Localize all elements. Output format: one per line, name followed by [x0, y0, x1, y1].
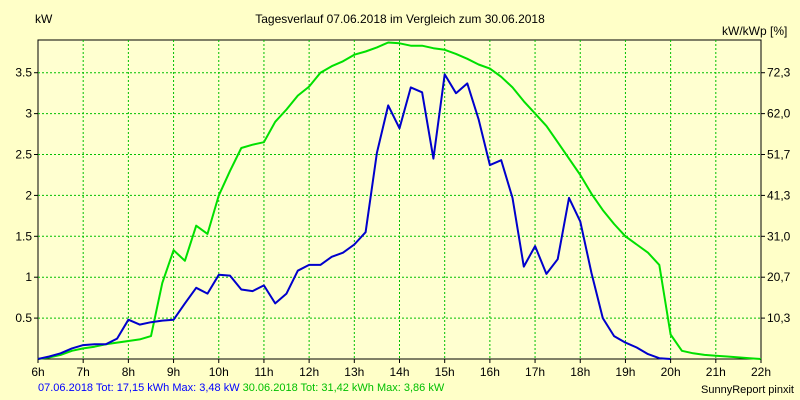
y-axis-label-right: kW/kWp [%] [722, 24, 787, 38]
tick-layer: 6h 7h 8h 9h 10h 11h 12h 13h 14h 15h 16h 17h 18h 19h 20… [15, 66, 790, 379]
y-tick-label-left: 1.5 [15, 229, 32, 243]
series-line-07.06.2018 [37, 73, 671, 360]
x-tick-label: 6h [31, 365, 44, 379]
y-tick-label-left: 2.5 [15, 148, 32, 162]
grid-layer [38, 40, 761, 359]
y-tick-label-right: 62,0 [767, 107, 791, 121]
y-tick-label-left: 0.5 [15, 311, 32, 325]
y-tick-label-left: 3.5 [15, 66, 32, 80]
x-tick-label: 15h [435, 365, 455, 379]
x-tick-label: 20h [661, 365, 681, 379]
y-tick-label-left: 1 [25, 270, 32, 284]
y-axis-label-left: kW [35, 12, 53, 26]
x-tick-label: 9h [167, 365, 180, 379]
y-tick-label-right: 31,0 [767, 229, 791, 243]
chart-title: Tagesverlauf 07.06.2018 im Vergleich zum… [255, 12, 545, 26]
x-tick-label: 21h [706, 365, 726, 379]
y-tick-label-right: 72,3 [767, 66, 791, 80]
brand-label: SunnyReport pinxit [701, 384, 794, 396]
series2-summary: 30.06.2018 Tot: 31,42 kWh Max: 3,86 kW [242, 382, 445, 394]
x-tick-label: 18h [570, 365, 590, 379]
y-tick-label-right: 10,3 [767, 311, 791, 325]
y-tick-label-right: 20,7 [767, 270, 791, 284]
y-tick-label-left: 2 [25, 188, 32, 202]
plot-area [37, 39, 762, 360]
x-tick-label: 13h [344, 365, 364, 379]
series-layer [37, 41, 762, 360]
x-tick-label: 14h [389, 365, 409, 379]
x-tick-label: 19h [615, 365, 635, 379]
series-line-30.06.2018 [37, 41, 762, 360]
x-tick-label: 10h [209, 365, 229, 379]
x-tick-label: 16h [480, 365, 500, 379]
footer-summary: 07.06.2018 Tot: 17,15 kWh Max: 3,48 kW 3… [38, 382, 444, 394]
series1-summary: 07.06.2018 Tot: 17,15 kWh Max: 3,48 kW [38, 382, 240, 394]
x-tick-label: 8h [122, 365, 135, 379]
x-tick-label: 12h [299, 365, 319, 379]
x-tick-label: 7h [77, 365, 90, 379]
x-tick-label: 11h [254, 365, 273, 379]
y-tick-label-right: 51,7 [767, 148, 791, 162]
x-tick-label: 17h [525, 365, 545, 379]
x-tick-label: 22h [751, 365, 771, 379]
y-tick-label-right: 41,3 [767, 188, 791, 202]
y-tick-label-left: 3 [25, 107, 32, 121]
